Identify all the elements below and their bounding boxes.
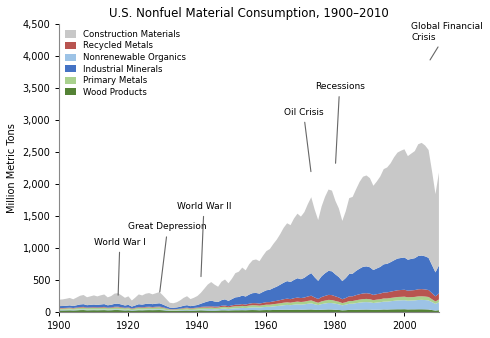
Text: Global Financial
Crisis: Global Financial Crisis xyxy=(411,22,483,60)
Text: World War II: World War II xyxy=(177,202,231,276)
Text: Great Depression: Great Depression xyxy=(128,222,207,292)
Text: Oil Crisis: Oil Crisis xyxy=(284,108,323,172)
Text: Recessions: Recessions xyxy=(315,82,365,163)
Text: World War I: World War I xyxy=(94,238,146,295)
Y-axis label: Million Metric Tons: Million Metric Tons xyxy=(7,123,17,213)
Title: U.S. Nonfuel Material Consumption, 1900–2010: U.S. Nonfuel Material Consumption, 1900–… xyxy=(109,7,389,20)
Legend: Construction Materials, Recycled Metals, Nonrenewable Organics, Industrial Miner: Construction Materials, Recycled Metals,… xyxy=(63,27,188,99)
